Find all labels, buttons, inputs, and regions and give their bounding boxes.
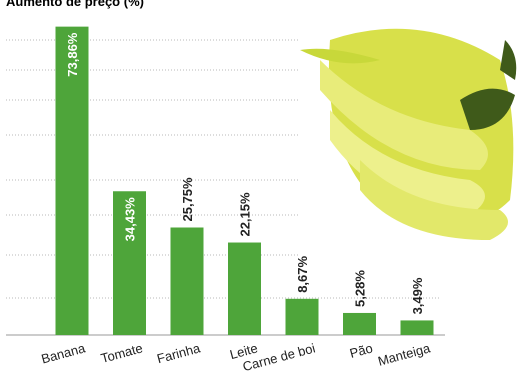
banana-illustration (300, 28, 517, 240)
bar (285, 298, 319, 335)
x-tick-label: Manteiga (376, 340, 432, 369)
value-label: 34,43% (123, 197, 138, 242)
chart-title: Aumento de preço (%) (6, 0, 144, 9)
bar (55, 26, 89, 336)
grid-decoration (6, 39, 440, 299)
bar (343, 312, 376, 335)
x-tick-label: Tomate (99, 340, 144, 366)
value-label: 8,67% (295, 256, 310, 293)
x-tick-label: Pão (348, 340, 374, 360)
bar (228, 242, 261, 335)
bar (170, 227, 204, 335)
x-tick-label: Leite (228, 340, 259, 362)
x-tick-label: Farinha (155, 340, 202, 366)
bar (113, 191, 146, 335)
value-label: 73,86% (65, 32, 80, 77)
bar (400, 320, 434, 335)
value-label: 25,75% (180, 177, 195, 222)
value-label: 5,28% (353, 270, 368, 307)
value-label: 3,49% (410, 277, 425, 314)
x-tick-label: Banana (40, 340, 88, 366)
value-label: 22,15% (238, 192, 253, 237)
